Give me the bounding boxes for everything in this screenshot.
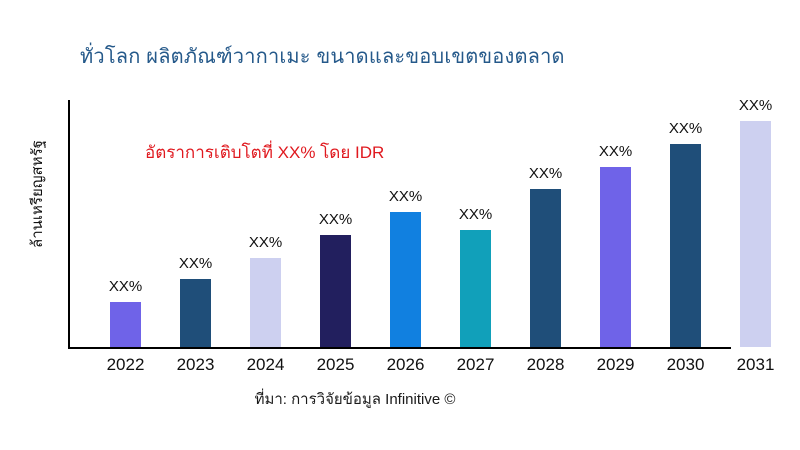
bar-2029	[600, 167, 631, 347]
bar-data-label-2026: XX%	[388, 188, 423, 205]
x-tick-label-2029: 2029	[596, 355, 635, 374]
x-tick-label-2025: 2025	[316, 355, 355, 374]
x-axis-line	[68, 347, 731, 349]
bar-2026	[390, 212, 421, 347]
x-tick-label-2023: 2023	[176, 355, 215, 374]
bar-2027	[460, 230, 491, 347]
bar-data-label-2025: XX%	[318, 211, 353, 228]
x-tick-label-2024: 2024	[246, 355, 285, 374]
x-tick-label-2022: 2022	[106, 355, 145, 374]
bar-2024	[250, 258, 281, 347]
bar-data-label-2022: XX%	[108, 278, 143, 295]
bar-2022	[110, 302, 141, 347]
bar-data-label-2029: XX%	[598, 143, 633, 160]
bar-data-label-2027: XX%	[458, 206, 493, 223]
source-note: ที่มา: การวิจัยข้อมูล Infinitive ©	[254, 391, 456, 408]
x-tick-label-2031: 2031	[736, 355, 775, 374]
bar-2031	[740, 121, 771, 347]
x-tick-label-2030: 2030	[666, 355, 705, 374]
bar-data-label-2023: XX%	[178, 255, 213, 272]
bar-2028	[530, 189, 561, 347]
x-tick-label-2027: 2027	[456, 355, 495, 374]
bar-data-label-2028: XX%	[528, 165, 563, 182]
bar-data-label-2024: XX%	[248, 234, 283, 251]
bar-2030	[670, 144, 701, 347]
bar-2023	[180, 279, 211, 347]
bar-2025	[320, 235, 351, 347]
y-axis-line	[68, 100, 70, 349]
growth-rate-annotation: อัตราการเติบโตที่ XX% โดย IDR	[145, 143, 385, 162]
x-tick-label-2026: 2026	[386, 355, 425, 374]
bar-data-label-2031: XX%	[738, 97, 773, 114]
bar-data-label-2030: XX%	[668, 120, 703, 137]
y-axis-label: ล้านเหรียญสหรัฐ	[29, 140, 46, 248]
chart-title: ทั่วโลก ผลิตภัณฑ์วากาเมะ ขนาดและขอบเขตขอ…	[80, 46, 565, 68]
x-tick-label-2028: 2028	[526, 355, 565, 374]
